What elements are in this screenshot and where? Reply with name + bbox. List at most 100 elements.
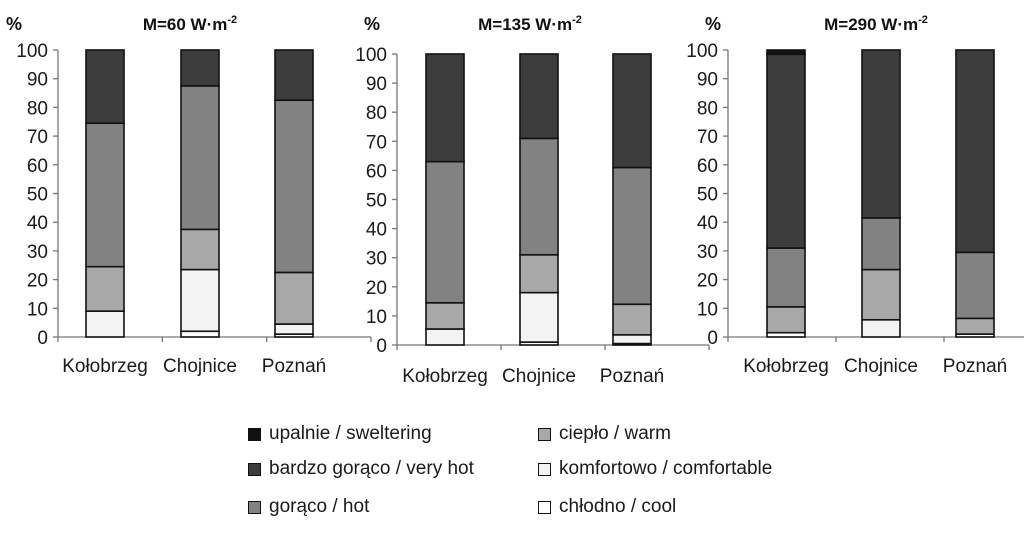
y-tick-label: 100 (686, 41, 718, 62)
bar-segment-komfortowo (612, 334, 652, 345)
bar-segment-goraco (180, 85, 220, 231)
y-tick-label: 50 (27, 185, 48, 206)
bar-segment-bardzo-goraco (85, 49, 125, 124)
y-axis-label: % (364, 14, 380, 34)
y-tick-label: 90 (697, 70, 718, 91)
legend-swatch (538, 462, 551, 476)
legend-item-goraco: gorąco / hot (248, 493, 369, 521)
legend-swatch (248, 462, 261, 476)
y-tick-label: 0 (707, 328, 718, 349)
x-category-label: Poznań (262, 356, 326, 377)
y-tick-label: 60 (366, 161, 387, 182)
y-tick-label: 70 (697, 127, 718, 148)
legend-item-chlodno: chłodno / cool (538, 493, 676, 521)
bar-segment-bardzo-goraco (955, 49, 995, 254)
bar-segment-komfortowo (85, 310, 125, 338)
bar-segment-cieplo (519, 253, 559, 294)
bar-segment-bardzo-goraco (612, 53, 652, 169)
legend-label: ciepło / warm (559, 423, 671, 444)
y-tick-label: 10 (366, 307, 387, 328)
y-tick-label: 20 (697, 271, 718, 292)
legend-item-upalnie: upalnie / sweltering (248, 420, 432, 448)
x-category-label: Chojnice (844, 356, 918, 377)
y-tick-label: 60 (27, 156, 48, 177)
y-tick-label: 20 (27, 271, 48, 292)
bar-segment-cieplo (180, 228, 220, 271)
bar-segment-goraco (85, 122, 125, 268)
chart-title-superscript: -2 (918, 14, 928, 26)
bar-segment-cieplo (861, 268, 901, 321)
legend-item-cieplo: ciepło / warm (538, 420, 671, 448)
bar-segment-goraco (955, 251, 995, 320)
legend-swatch (248, 500, 261, 514)
y-tick-label: 10 (697, 299, 718, 320)
y-tick-label: 0 (376, 336, 387, 357)
legend-swatch (538, 427, 551, 441)
legend-label: komfortowo / comfortable (559, 458, 773, 479)
charts-area: M=60 W·m-2%0102030405060708090100Kołobrz… (6, 14, 1024, 387)
bar-segment-bardzo-goraco (519, 53, 559, 140)
legend: upalnie / sweltering ciepło / warm bardz… (248, 414, 808, 526)
bar-segment-komfortowo (180, 268, 220, 333)
x-category-label: Chojnice (502, 366, 576, 387)
bar-segment-goraco (519, 137, 559, 256)
chart-panel-2: M=135 W·m-2% 0 10 20 30 40 50 60 70 80 90 100 Kołobr… (355, 14, 710, 387)
bar-segment-komfortowo (861, 318, 901, 338)
y-tick-label: 20 (366, 278, 387, 299)
y-tick-label: 30 (27, 242, 48, 263)
y-tick-label: 90 (366, 74, 387, 95)
legend-item-bardzo-goraco: bardzo gorąco / very hot (248, 455, 474, 483)
y-tick-label: 90 (27, 70, 48, 91)
y-tick-label: 100 (355, 45, 387, 66)
x-category-label: Chojnice (163, 356, 237, 377)
y-tick-label: 70 (366, 132, 387, 153)
x-category-label: Poznań (600, 366, 664, 387)
legend-label: upalnie / sweltering (269, 423, 432, 444)
y-tick-label: 60 (697, 156, 718, 177)
y-tick-label: 10 (27, 299, 48, 320)
bar-segment-upalnie (766, 49, 806, 56)
legend-label: gorąco / hot (269, 496, 370, 517)
chart-panel-3: M=290 W·m-2% 0 10 20 30 40 50 60 70 80 90 100 Kołobr… (686, 14, 1024, 377)
bar-segment-komfortowo (519, 291, 559, 343)
legend-swatch (538, 500, 551, 514)
bar-segment-goraco (425, 160, 465, 304)
x-category-label: Kołobrzeg (743, 356, 829, 377)
bar-segment-komfortowo (274, 323, 314, 335)
bar-segment-goraco (274, 99, 314, 274)
bar-segment-komfortowo (425, 328, 465, 346)
y-tick-label: 80 (27, 98, 48, 119)
bar-segment-cieplo (612, 303, 652, 336)
y-tick-label: 0 (37, 328, 48, 349)
chart-title-superscript: -2 (572, 14, 582, 26)
bar-segment-cieplo (85, 265, 125, 312)
legend-label: bardzo gorąco / very hot (269, 458, 474, 479)
y-tick-label: 40 (697, 213, 718, 234)
bar-segment-bardzo-goraco (274, 49, 314, 102)
y-axis-label: % (6, 14, 22, 34)
chart-title-superscript: -2 (227, 14, 237, 26)
y-tick-label: 70 (27, 127, 48, 148)
y-axis-label: % (705, 14, 721, 34)
y-tick-label: 50 (366, 191, 387, 212)
bar-segment-chlodno (180, 330, 220, 338)
bar-segment-bardzo-goraco (425, 53, 465, 163)
bar-segment-bardzo-goraco (180, 49, 220, 87)
bar-segment-cieplo (955, 317, 995, 335)
legend-label: chłodno / cool (559, 496, 677, 517)
y-tick-label: 30 (697, 242, 718, 263)
chart-title: M=60 W·m-2 (143, 14, 237, 34)
legend-swatch (248, 427, 261, 441)
bar-segment-cieplo (425, 302, 465, 330)
y-tick-label: 80 (697, 98, 718, 119)
bar-segment-goraco (612, 166, 652, 306)
x-category-label: Poznań (943, 356, 1007, 377)
bar-segment-bardzo-goraco (861, 49, 901, 219)
chart-title: M=135 W·m-2 (478, 14, 582, 34)
bar-segment-cieplo (766, 306, 806, 334)
y-tick-label: 50 (697, 185, 718, 206)
bar-segment-goraco (861, 217, 901, 271)
y-tick-label: 80 (366, 103, 387, 124)
chart-panel-1: M=60 W·m-2% 0 10 20 30 40 50 60 70 80 90 100 Kołobrz… (6, 14, 372, 377)
bar-segment-bardzo-goraco (766, 53, 806, 249)
